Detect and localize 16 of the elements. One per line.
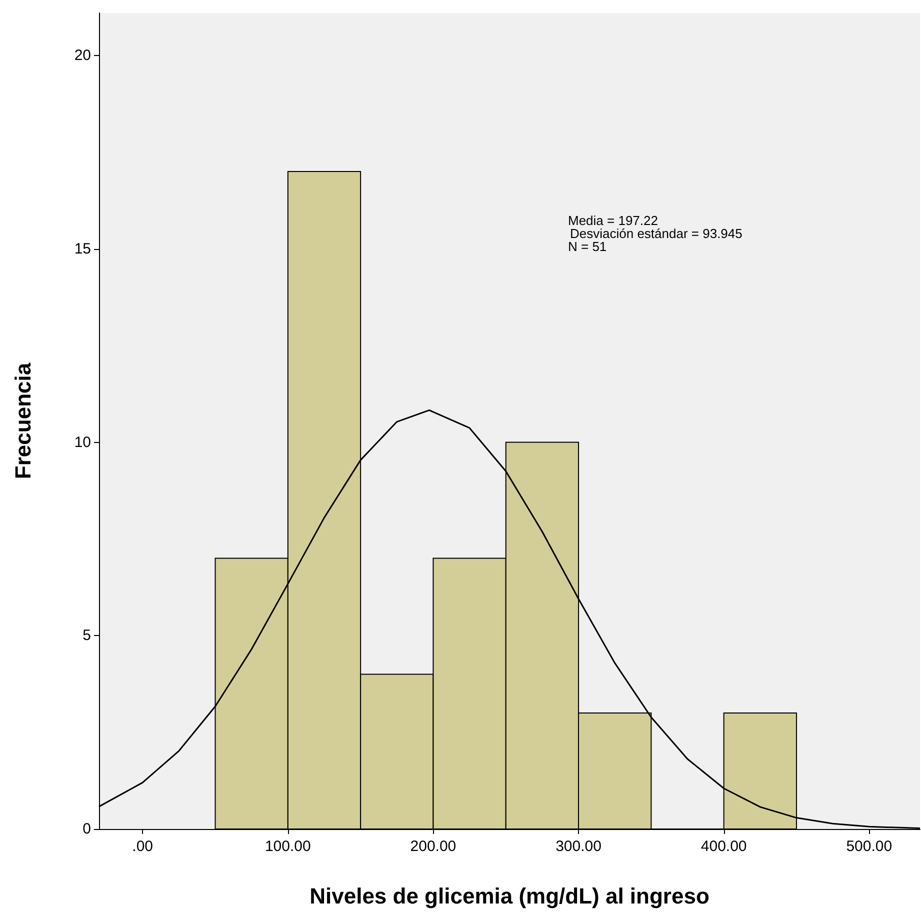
y-axis-title: Frecuencia [10,362,36,480]
y-tick-label: 5 [82,627,91,644]
x-tick-label: .00 [132,838,154,855]
x-tick-label: 400.00 [700,838,747,855]
x-tick-label: 200.00 [410,838,456,855]
y-tick-label: 15 [74,240,91,258]
annotation: Desviación estándar = 93.945 [570,226,742,241]
x-axis-title: Niveles de glicemia (mg/dL) al ingreso [310,884,710,908]
y-tick-label: 0 [82,820,91,838]
annotation: N = 51 [568,239,607,254]
y-tick-label: 20 [74,47,91,64]
x-tick-label: 500.00 [846,838,892,855]
annotation: Media = 197.22 [568,213,658,228]
x-tick-label: 300.00 [556,838,602,855]
y-tick-label: 10 [74,434,91,451]
x-tick-label: 100.00 [264,838,311,855]
